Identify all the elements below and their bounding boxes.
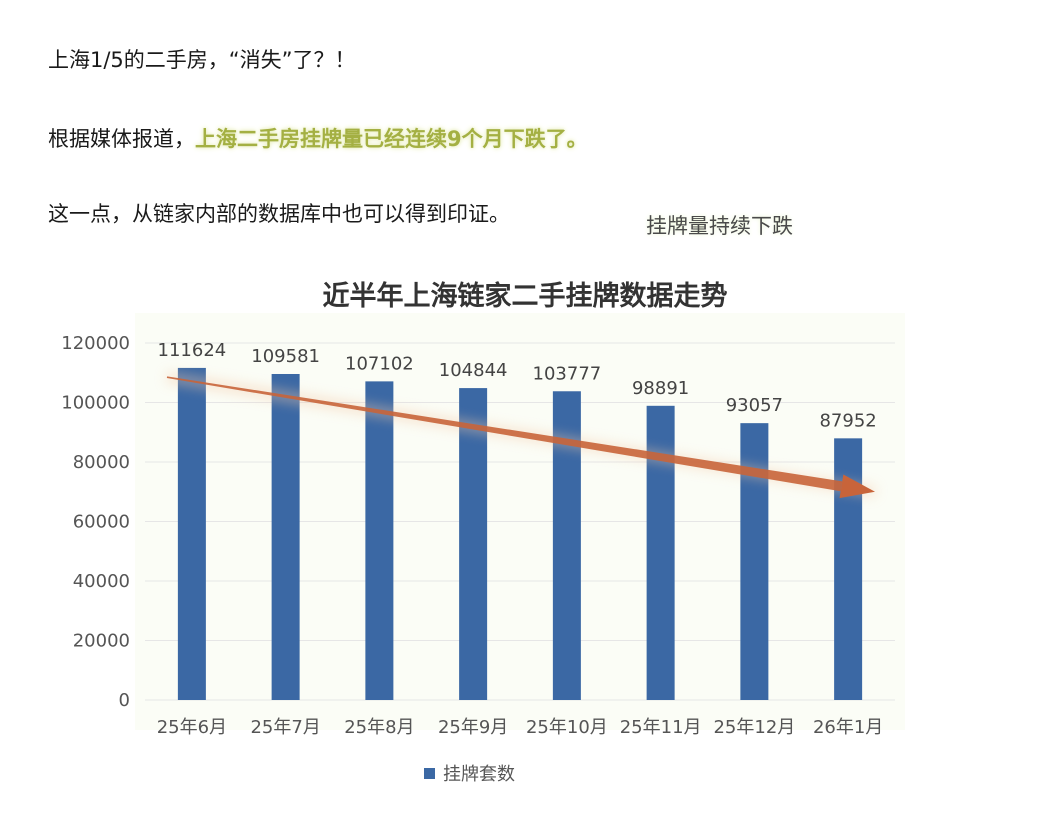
x-tick-label: 25年12月 (713, 717, 795, 738)
article-line-1-text: 上海1/5的二手房，“消失”了？！ (48, 48, 356, 72)
y-tick-label: 120000 (61, 333, 130, 354)
data-label: 111624 (158, 340, 227, 361)
x-tick-label: 25年8月 (344, 717, 414, 738)
bar (646, 405, 675, 700)
y-tick-label: 40000 (73, 571, 130, 592)
article-line-2: 根据媒体报道，上海二手房挂牌量已经连续9个月下跌了。 (48, 124, 588, 154)
chart-title: 近半年上海链家二手挂牌数据走势 (323, 280, 728, 312)
bar (740, 423, 769, 700)
trend-arrow-head (839, 474, 875, 499)
article-line-3-text: 这一点，从链家内部的数据库中也可以得到印证。 (48, 202, 510, 226)
trend-annotation: 挂牌量持续下跌 (646, 214, 793, 238)
x-tick-label: 25年9月 (438, 717, 508, 738)
x-tick-label: 25年6月 (157, 717, 227, 738)
y-tick-label: 0 (119, 690, 130, 711)
article-line-2-highlight: 上海二手房挂牌量已经连续9个月下跌了。 (195, 127, 588, 151)
data-label: 103777 (533, 363, 602, 384)
trend-arrow-shaft (166, 376, 843, 492)
data-label: 93057 (726, 395, 783, 416)
data-label: 109581 (251, 346, 320, 367)
x-tick-label: 25年10月 (526, 717, 608, 738)
article-line-3: 这一点，从链家内部的数据库中也可以得到印证。 (48, 199, 510, 229)
bar (271, 373, 300, 700)
bar (459, 388, 488, 700)
y-tick-label: 80000 (73, 452, 130, 473)
article-line-1: 上海1/5的二手房，“消失”了？！ (48, 45, 356, 75)
y-tick-label: 60000 (73, 512, 130, 533)
bar (177, 367, 206, 700)
bar (365, 381, 394, 700)
data-label: 98891 (632, 378, 689, 399)
data-label: 87952 (819, 410, 876, 431)
article-line-2-prefix: 根据媒体报道， (48, 127, 195, 151)
legend-label: 挂牌套数 (443, 764, 515, 785)
x-tick-label: 26年1月 (813, 717, 883, 738)
x-tick-label: 25年11月 (620, 717, 702, 738)
y-tick-label: 20000 (73, 631, 130, 652)
data-label: 107102 (345, 353, 414, 374)
x-tick-label: 25年7月 (250, 717, 320, 738)
data-label: 104844 (439, 360, 508, 381)
y-tick-label: 100000 (61, 393, 130, 414)
legend-swatch (424, 768, 435, 779)
